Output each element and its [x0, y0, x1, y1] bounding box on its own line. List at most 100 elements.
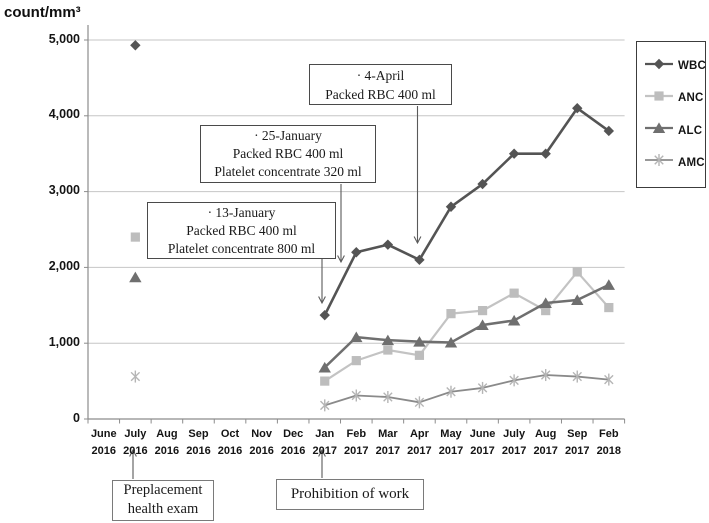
x-tick-month: June [90, 428, 117, 440]
x-tick-label: July 2016 [117, 426, 154, 460]
x-tick-label: Oct 2016 [212, 426, 249, 460]
x-tick-month: Mar [378, 428, 398, 440]
annotation-text: Packed RBC 400 ml [232, 146, 344, 161]
anc-marker [130, 232, 140, 242]
annotation-box-preplacement-exam: Preplacement health exam [112, 480, 214, 521]
x-tick-year: 2017 [565, 445, 590, 457]
x-tick-label: Jan 2017 [306, 426, 343, 460]
anc-marker [477, 306, 488, 316]
annotation-text: Platelet concentrate 320 ml [214, 164, 362, 179]
x-tick-label: Sep 2017 [559, 426, 596, 460]
amc-marker [414, 397, 425, 408]
alc-marker [539, 297, 552, 309]
wbc-marker [603, 125, 615, 137]
amc-marker [446, 386, 456, 397]
x-tick-month: July [503, 428, 526, 440]
annotation-arrowhead [337, 255, 345, 264]
x-tick-label: Apr 2017 [401, 426, 438, 460]
alc-marker [652, 122, 666, 134]
anc-marker [320, 376, 330, 386]
annotation-text: Packed RBC 400 ml [325, 87, 436, 102]
legend-item-amc: AMC [644, 153, 705, 172]
x-tick-label: Dec 2016 [275, 426, 312, 460]
legend-label-amc: AMC [678, 156, 705, 169]
annotation-arrowhead [129, 448, 137, 457]
anc-line [323, 270, 610, 383]
anc-marker [541, 306, 551, 316]
x-tick-year: 2017 [375, 445, 401, 457]
legend-label-alc: ALC [678, 124, 703, 137]
x-tick-year: 2017 [438, 445, 464, 457]
wbc-marker [653, 58, 665, 69]
wbc-line [323, 106, 611, 317]
annotation-text: Platelet concentrate 800 ml [167, 241, 316, 256]
x-tick-year: 2016 [280, 445, 306, 457]
x-tick-label: Aug 2017 [527, 426, 564, 460]
amc-marker [351, 390, 362, 401]
amc-legend-marker-icon [644, 153, 674, 172]
anc-marker [414, 350, 425, 360]
amc-line [323, 374, 610, 407]
x-tick-year: 2017 [501, 445, 527, 457]
anc-marker [654, 91, 664, 101]
amc-marker [572, 371, 582, 382]
alc-marker [476, 319, 489, 331]
x-tick-month: June [469, 428, 496, 440]
alc-marker [413, 336, 426, 347]
wbc-marker [477, 178, 488, 190]
wbc-marker [540, 148, 551, 159]
anc-marker [509, 288, 519, 298]
x-tick-year: 2016 [186, 445, 211, 457]
x-tick-year: 2017 [407, 445, 432, 457]
x-tick-label: May 2017 [432, 426, 469, 460]
x-tick-month: Aug [156, 428, 178, 440]
x-tick-year: 2017 [533, 445, 558, 457]
alc-legend-marker-icon [644, 121, 674, 140]
anc-marker [604, 302, 614, 313]
alc-marker [129, 271, 142, 283]
alc-marker [381, 334, 395, 346]
wbc-marker [130, 40, 141, 51]
legend: WBC ANC ALC AMC [636, 41, 706, 188]
annotation-date: · 13-January [207, 205, 276, 220]
x-tick-month: Feb [346, 428, 367, 440]
annotation-box-13-january: · 13-January Packed RBC 400 ml Platelet … [147, 202, 336, 259]
y-tick-label: 3,000 [48, 183, 80, 198]
x-tick-label: Feb 2018 [590, 426, 627, 460]
y-tick-label: 0 [73, 410, 80, 425]
wbc-legend-marker-icon [644, 57, 674, 76]
annotation-arrowhead [318, 448, 326, 457]
x-tick-label: Feb 2017 [338, 426, 375, 460]
x-tick-year: 2016 [249, 445, 274, 457]
annotation-text: Preplacement [123, 482, 203, 498]
wbc-marker [414, 254, 425, 266]
amc-marker [383, 392, 393, 402]
amc-marker [509, 375, 519, 386]
x-tick-month: Aug [534, 428, 557, 440]
alc-line [323, 283, 611, 369]
x-tick-month: July [124, 428, 147, 440]
annotation-text: Packed RBC 400 ml [186, 223, 297, 238]
x-tick-month: Sep [567, 428, 588, 440]
wbc-marker [351, 247, 362, 258]
alc-marker [507, 314, 521, 326]
alc-marker [571, 294, 584, 305]
wbc-marker [319, 309, 330, 321]
x-tick-month: Jan [315, 428, 335, 440]
x-tick-month: Oct [220, 428, 240, 440]
anc-marker [446, 309, 456, 319]
x-tick-month: Sep [188, 428, 209, 440]
x-tick-year: 2016 [217, 445, 243, 457]
x-tick-year: 2017 [312, 445, 337, 457]
annotation-date: · 25-January [254, 128, 322, 143]
x-tick-month: May [440, 428, 462, 440]
annotation-box-25-january: · 25-January Packed RBC 400 ml Platelet … [200, 125, 376, 183]
wbc-marker [445, 201, 457, 212]
annotation-text: Prohibition of work [290, 486, 410, 502]
wbc-marker [572, 103, 583, 114]
anc-marker [383, 345, 393, 355]
x-tick-label: Sep 2016 [180, 426, 217, 460]
y-tick-label: 2,000 [48, 258, 80, 273]
